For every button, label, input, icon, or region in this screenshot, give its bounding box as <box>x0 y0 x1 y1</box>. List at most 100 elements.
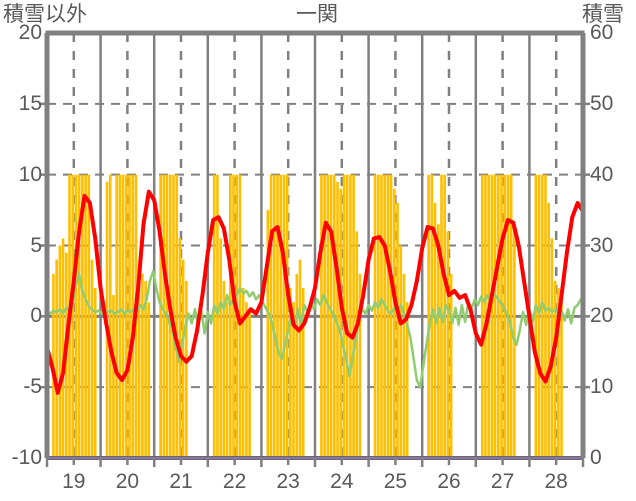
bar-snow-depth <box>389 174 393 458</box>
bar-snow-depth <box>212 174 216 458</box>
right-axis-title: 積雪 <box>582 3 624 26</box>
bar-snow-depth <box>298 259 302 458</box>
bar-snow-depth <box>147 302 151 458</box>
bar-snow-depth <box>500 174 503 458</box>
bar-snow-depth <box>285 174 289 458</box>
x-axis-tick-label: 19 <box>62 470 86 493</box>
y2-axis-tick-label: 0 <box>590 446 602 469</box>
x-axis-tick-label: 23 <box>276 470 300 493</box>
bar-snow-depth <box>115 174 118 458</box>
x-axis-tick-label: 27 <box>490 470 515 493</box>
y2-axis-tick-label: 30 <box>590 233 614 257</box>
bar-snow-depth <box>405 302 409 458</box>
bar-snow-depth <box>433 203 437 458</box>
bar-snow-depth <box>87 174 91 458</box>
bar-snow-depth <box>358 273 362 458</box>
bar-snow-depth <box>396 203 399 458</box>
bar-snow-depth <box>77 174 81 458</box>
bar-snow-depth <box>61 238 65 458</box>
bar-snow-depth <box>484 174 487 458</box>
bar-snow-depth <box>58 245 62 458</box>
bar-snow-depth <box>292 302 295 458</box>
bar-snow-depth <box>493 174 497 458</box>
y-axis-tick-label: 10 <box>18 162 42 186</box>
bar-snow-depth <box>352 174 355 458</box>
bar-snow-depth <box>84 174 87 458</box>
bar-snow-depth <box>550 238 554 458</box>
bar-snow-depth <box>289 288 292 458</box>
bar-snow-depth <box>266 210 270 458</box>
y-axis-tick-label: 0 <box>30 304 42 328</box>
x-axis-tick-label: 24 <box>330 470 354 493</box>
bar-snow-depth <box>216 174 219 458</box>
line-series-temperature <box>45 189 585 395</box>
bar-snow-depth <box>547 203 551 458</box>
x-axis-tick-label: 22 <box>222 470 247 493</box>
y-axis-tick-label: 5 <box>30 233 42 257</box>
bar-snow-depth <box>219 238 222 458</box>
bar-snow-depth <box>279 174 283 458</box>
bar-snow-depth <box>376 174 380 458</box>
bar-snow-depth <box>355 231 359 458</box>
bar-snow-depth <box>503 174 507 458</box>
bar-snow-depth <box>540 174 544 458</box>
bar-snow-depth <box>295 273 299 458</box>
bar-snow-depth <box>339 188 343 459</box>
y2-axis-tick-label: 10 <box>590 375 614 399</box>
bar-snow-depth <box>162 174 166 458</box>
bar-snow-depth <box>232 174 235 458</box>
bar-snow-depth <box>480 174 484 458</box>
y2-axis-tick-label: 60 <box>590 21 614 44</box>
bar-snow-depth <box>509 174 513 458</box>
y-axis-tick-label: -10 <box>11 446 42 469</box>
bar-snow-depth <box>436 224 440 458</box>
bar-snow-depth <box>490 174 494 458</box>
bar-snow-depth <box>137 266 141 458</box>
bar-snow-depth <box>320 174 323 458</box>
bar-snow-depth <box>399 245 403 458</box>
bar-snow-depth <box>446 231 450 458</box>
bar-snow-depth <box>93 288 97 458</box>
bar-snow-depth <box>386 174 390 458</box>
x-axis-tick-label: 28 <box>544 470 568 493</box>
bar-snow-depth <box>345 174 349 458</box>
bar-snow-depth <box>301 288 305 458</box>
bar-snow-depth <box>534 174 538 458</box>
bar-snow-depth <box>185 280 188 458</box>
x-axis-tick-label: 26 <box>437 470 461 493</box>
bar-snow-depth <box>497 174 500 458</box>
bar-snow-depth <box>276 174 279 458</box>
bar-snow-depth <box>159 174 162 458</box>
bar-snow-depth <box>71 174 75 458</box>
bar-snow-depth <box>349 174 352 458</box>
bar-snow-depth <box>383 174 386 458</box>
x-axis-tick-label: 25 <box>383 470 408 493</box>
bar-snow-depth <box>121 174 125 458</box>
bar-snow-depth <box>125 174 128 458</box>
bar-snow-depth <box>112 295 115 458</box>
bar-snow-depth <box>175 174 179 458</box>
left-axis-title: 積雪以外 <box>3 3 87 26</box>
bar-snow-depth <box>449 273 453 458</box>
y-axis-tick-label: 20 <box>18 21 42 44</box>
bar-snow-depth <box>373 174 377 458</box>
bar-snow-depth <box>141 273 144 458</box>
bar-snow-depth <box>229 174 232 458</box>
bar-snow-depth <box>74 174 78 458</box>
bar-snow-depth <box>393 188 396 459</box>
bar-snow-depth <box>272 174 276 458</box>
y-axis-tick-label: 15 <box>18 91 42 115</box>
bar-snow-depth <box>90 259 94 458</box>
bar-snow-depth <box>380 174 383 458</box>
y-axis-tick-label: -5 <box>23 375 42 399</box>
bar-snow-depth <box>557 288 560 458</box>
bar-snow-depth <box>544 174 547 458</box>
bar-snow-depth <box>225 302 229 458</box>
bar-snow-depth <box>282 174 286 458</box>
bar-snow-depth <box>248 309 251 458</box>
bar-snow-depth <box>427 174 430 458</box>
bar-snow-depth <box>323 174 326 458</box>
x-axis-tick-label: 21 <box>169 470 193 493</box>
